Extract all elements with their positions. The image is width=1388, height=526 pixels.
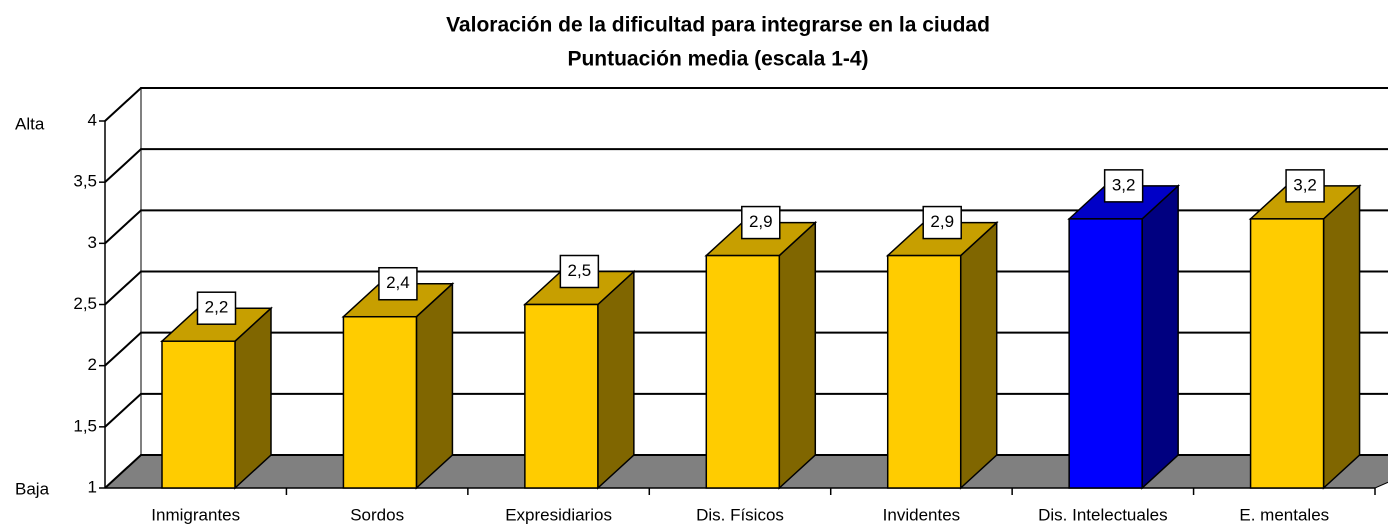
grid-line (104, 331, 1388, 367)
bar-side (778, 220, 817, 490)
chart-title: Valoración de la dificultad para integra… (446, 14, 990, 37)
bar-side (415, 282, 454, 490)
value-label-box (378, 266, 418, 301)
bar (342, 315, 418, 489)
x-tick-label: Dis. Intelectuales (1038, 505, 1167, 524)
bar (161, 340, 236, 489)
x-tick-label: Inmigrantes (151, 505, 240, 524)
bar-side (1322, 184, 1361, 490)
bar-side (1141, 184, 1179, 490)
value-label: 2,9 (930, 212, 954, 231)
x-tick-label: Sordos (350, 505, 404, 524)
annotation: Baja (15, 479, 50, 498)
bar (886, 254, 962, 489)
grid-line (104, 392, 1388, 428)
value-label: 3,2 (1293, 175, 1317, 194)
value-label: 2,4 (386, 273, 410, 292)
grid-line (104, 148, 1388, 183)
value-label: 2,5 (568, 261, 592, 280)
grid-line (104, 270, 1388, 306)
y-tick-label: 2,5 (73, 294, 97, 313)
bar (1068, 218, 1143, 489)
value-label: 2,9 (749, 212, 773, 231)
x-tick-label: E. mentales (1239, 505, 1329, 524)
grid-line (104, 209, 1388, 245)
bar (524, 303, 599, 489)
x-tick-label: Dis. Físicos (696, 505, 784, 524)
value-label: 2,2 (205, 298, 229, 317)
y-tick-label: 1,5 (73, 416, 97, 435)
y-tick-label: 4 (88, 110, 97, 129)
value-label-box (1103, 169, 1144, 203)
grid-line (104, 87, 1388, 122)
value-label-box (1285, 169, 1325, 203)
y-tick-label: 1 (88, 477, 97, 496)
value-label: 3,2 (1112, 175, 1136, 194)
value-label-box (559, 254, 600, 289)
bar (1249, 218, 1325, 489)
value-label-box (741, 205, 781, 240)
bar (705, 254, 781, 489)
value-label-box (196, 291, 237, 325)
bar-side (959, 220, 998, 490)
x-tick-label: Invidentes (883, 505, 961, 524)
y-tick-label: 2 (88, 355, 97, 374)
x-tick-label: Expresidiarios (505, 505, 612, 524)
grid-line (104, 454, 1388, 489)
bar-side (597, 269, 635, 490)
y-tick-label: 3 (88, 233, 97, 252)
y-tick-label: 3,5 (73, 172, 97, 191)
value-label-box (922, 205, 962, 240)
chart-subtitle: Puntuación media (escala 1-4) (567, 48, 868, 71)
annotation: Alta (15, 114, 45, 133)
